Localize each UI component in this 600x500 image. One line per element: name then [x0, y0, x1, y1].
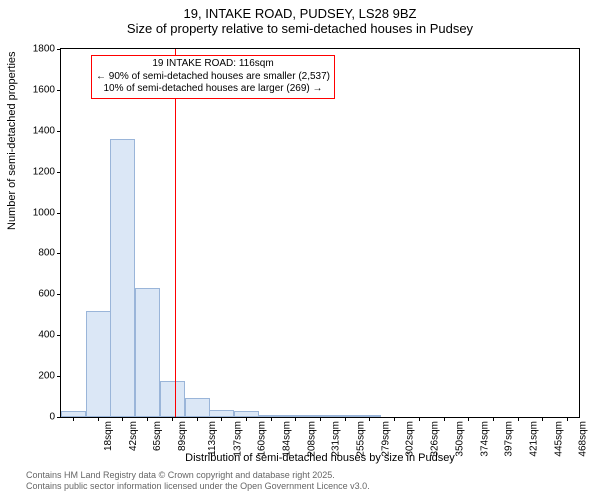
x-tick-label: 18sqm — [103, 421, 114, 451]
x-tick-label: 42sqm — [128, 421, 139, 451]
x-tick-mark — [147, 417, 148, 421]
y-tick-mark — [57, 253, 61, 254]
x-axis-label: Distribution of semi-detached houses by … — [60, 452, 580, 464]
y-axis-label: Number of semi-detached properties — [6, 51, 18, 230]
histogram-bar — [259, 415, 284, 417]
histogram-bar — [356, 415, 381, 417]
x-tick-mark — [98, 417, 99, 421]
chart-title: 19, INTAKE ROAD, PUDSEY, LS28 9BZ Size o… — [0, 0, 600, 36]
x-tick-mark — [518, 417, 519, 421]
y-tick-label: 200 — [38, 371, 55, 382]
y-tick-label: 1200 — [33, 166, 55, 177]
x-tick-mark — [468, 417, 469, 421]
y-tick-mark — [57, 131, 61, 132]
y-tick-mark — [57, 376, 61, 377]
x-tick-mark — [246, 417, 247, 421]
histogram-bar — [135, 288, 160, 417]
y-tick-mark — [57, 172, 61, 173]
x-tick-label: 113sqm — [207, 421, 218, 456]
x-tick-mark — [345, 417, 346, 421]
histogram-bar — [308, 415, 333, 417]
x-tick-mark — [444, 417, 445, 421]
y-tick-mark — [57, 335, 61, 336]
x-tick-mark — [73, 417, 74, 421]
plot-area: 02004006008001000120014001600180018sqm42… — [60, 48, 580, 418]
y-tick-mark — [57, 213, 61, 214]
y-tick-label: 600 — [38, 289, 55, 300]
histogram-bar — [185, 398, 210, 417]
attribution-line: Contains public sector information licen… — [26, 481, 370, 492]
x-tick-mark — [419, 417, 420, 421]
histogram-bar — [110, 139, 135, 417]
histogram-bar — [283, 415, 308, 417]
histogram-bar — [234, 411, 259, 417]
y-tick-mark — [57, 294, 61, 295]
x-tick-mark — [172, 417, 173, 421]
x-tick-mark — [197, 417, 198, 421]
x-tick-label: 89sqm — [177, 421, 188, 451]
x-tick-mark — [295, 417, 296, 421]
title-line-2: Size of property relative to semi-detach… — [0, 21, 600, 36]
y-tick-mark — [57, 417, 61, 418]
y-tick-label: 1000 — [33, 207, 55, 218]
y-tick-mark — [57, 90, 61, 91]
x-tick-mark — [122, 417, 123, 421]
x-tick-mark — [221, 417, 222, 421]
title-line-1: 19, INTAKE ROAD, PUDSEY, LS28 9BZ — [0, 6, 600, 21]
x-tick-mark — [567, 417, 568, 421]
x-tick-mark — [542, 417, 543, 421]
x-tick-mark — [271, 417, 272, 421]
x-tick-label: 65sqm — [152, 421, 163, 451]
histogram-bar — [86, 311, 111, 417]
y-tick-label: 1400 — [33, 125, 55, 136]
y-tick-label: 0 — [49, 412, 55, 423]
x-tick-mark — [320, 417, 321, 421]
annotation-line: 10% of semi-detached houses are larger (… — [96, 83, 330, 96]
y-tick-label: 1600 — [33, 84, 55, 95]
attribution: Contains HM Land Registry data © Crown c… — [26, 470, 370, 492]
x-tick-mark — [369, 417, 370, 421]
x-tick-mark — [493, 417, 494, 421]
annotation-box: 19 INTAKE ROAD: 116sqm ← 90% of semi-det… — [91, 55, 335, 99]
y-tick-label: 400 — [38, 330, 55, 341]
histogram-bar — [160, 381, 185, 417]
y-tick-mark — [57, 49, 61, 50]
annotation-line: ← 90% of semi-detached houses are smalle… — [96, 71, 330, 84]
annotation-line: 19 INTAKE ROAD: 116sqm — [96, 58, 330, 71]
attribution-line: Contains HM Land Registry data © Crown c… — [26, 470, 370, 481]
histogram-bar — [209, 410, 234, 417]
y-tick-label: 800 — [38, 248, 55, 259]
histogram-bar — [332, 415, 357, 417]
x-tick-mark — [394, 417, 395, 421]
y-tick-label: 1800 — [33, 44, 55, 55]
reference-line — [175, 49, 176, 417]
histogram-bar — [61, 411, 86, 417]
